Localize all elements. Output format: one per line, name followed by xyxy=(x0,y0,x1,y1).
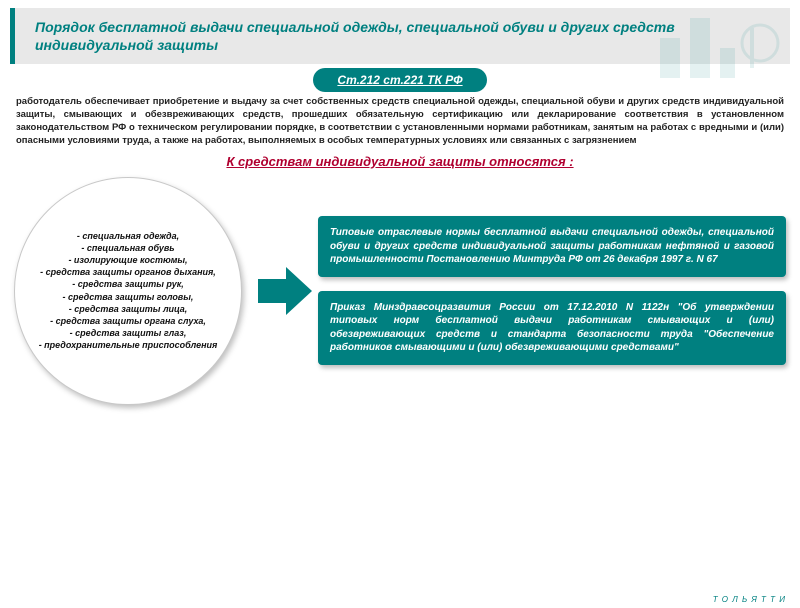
right-column: Типовые отраслевые нормы бесплатной выда… xyxy=(318,216,786,365)
sub-heading: К средствам индивидуальной защиты относя… xyxy=(0,154,800,169)
info-box-1: Типовые отраслевые нормы бесплатной выда… xyxy=(318,216,786,277)
arrow-icon xyxy=(258,267,312,315)
main-paragraph: работодатель обеспечивает приобретение и… xyxy=(16,96,784,147)
background-decoration xyxy=(650,0,800,78)
law-badge: Ст.212 ст.221 ТК РФ xyxy=(313,68,486,92)
ppe-circle: - специальная одежда,- специальная обувь… xyxy=(14,177,242,405)
ppe-list: - специальная одежда,- специальная обувь… xyxy=(33,224,224,357)
lower-section: - специальная одежда,- специальная обувь… xyxy=(14,177,786,405)
info-box-2: Приказ Минздравсоцразвития России от 17.… xyxy=(318,291,786,365)
